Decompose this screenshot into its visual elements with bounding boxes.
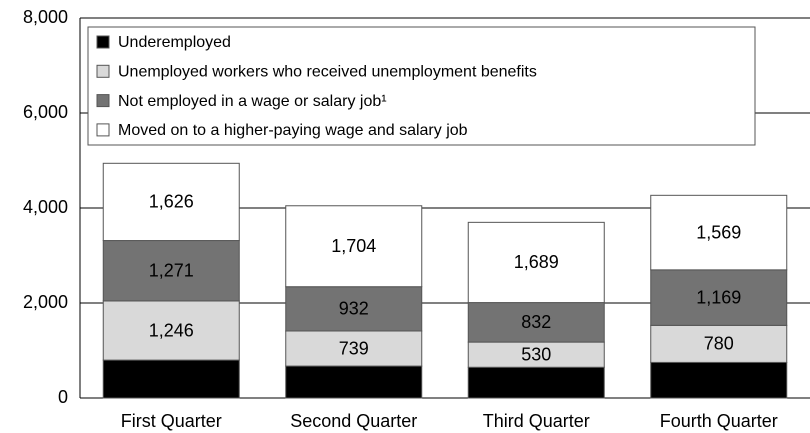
bar-segment — [650, 361, 788, 399]
legend-swatch — [96, 35, 110, 49]
bar-segment — [467, 302, 605, 343]
bar-segment — [102, 359, 240, 399]
value-label: 932 — [339, 299, 369, 319]
legend-label: Moved on to a higher-paying wage and sal… — [118, 122, 468, 139]
bar-segment — [285, 205, 423, 288]
x-tick-label: Fourth Quarter — [660, 411, 778, 431]
bar-segment — [467, 366, 605, 399]
legend-swatch — [96, 94, 110, 108]
bar-segment — [102, 300, 240, 361]
value-label: 1,704 — [331, 236, 376, 256]
x-tick-label: Second Quarter — [290, 411, 417, 431]
bar-segment — [467, 221, 605, 304]
y-tick-label: 4,000 — [23, 197, 68, 217]
bar-segment — [650, 194, 788, 271]
value-label: 1,246 — [149, 320, 194, 340]
legend-label: Unemployed workers who received unemploy… — [118, 64, 537, 81]
bar-segment — [102, 240, 240, 302]
bar-segment — [285, 365, 423, 399]
value-label: 749 — [704, 370, 734, 390]
value-label: 780 — [704, 334, 734, 354]
value-label: 1,271 — [149, 260, 194, 280]
value-label: 1,169 — [696, 287, 741, 307]
legend-label: Underemployed — [118, 34, 231, 51]
value-label: 530 — [521, 344, 551, 364]
x-tick-label: Third Quarter — [483, 411, 590, 431]
value-label: 1,569 — [696, 222, 741, 242]
bar-segment — [467, 341, 605, 368]
value-label: 798 — [156, 369, 186, 389]
bar-segment — [102, 162, 240, 242]
y-tick-label: 6,000 — [23, 102, 68, 122]
legend-swatch — [96, 123, 110, 137]
value-label: 1,689 — [514, 252, 559, 272]
x-tick-label: First Quarter — [121, 411, 222, 431]
value-label: 1,626 — [149, 192, 194, 212]
value-label: 647 — [521, 372, 551, 392]
y-tick-label: 2,000 — [23, 292, 68, 312]
y-tick-label: 8,000 — [23, 7, 68, 27]
bar-segment — [650, 269, 788, 326]
value-label: 672 — [339, 372, 369, 392]
legend-box — [87, 26, 756, 146]
bar-segment — [285, 286, 423, 332]
value-label: 739 — [339, 338, 369, 358]
bar-segment — [285, 330, 423, 367]
legend-swatch — [96, 64, 110, 78]
value-label: 832 — [521, 312, 551, 332]
y-tick-label: 0 — [58, 387, 68, 407]
legend-label: Not employed in a wage or salary job¹ — [118, 93, 387, 110]
bar-segment — [650, 324, 788, 363]
